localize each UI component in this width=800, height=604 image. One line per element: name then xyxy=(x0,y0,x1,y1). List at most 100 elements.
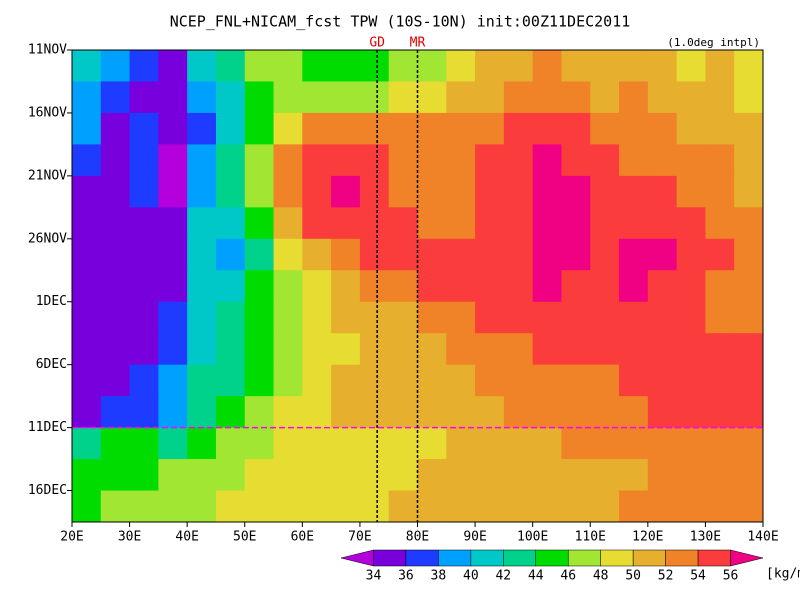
cell xyxy=(475,81,505,114)
cell xyxy=(532,207,562,240)
cell xyxy=(388,81,418,114)
colorbar-label: 46 xyxy=(560,569,576,584)
cell xyxy=(215,459,246,492)
y-tick-label: 11DEC xyxy=(28,420,67,435)
cell xyxy=(734,238,764,271)
cell xyxy=(359,112,390,145)
cell xyxy=(619,207,649,240)
cell xyxy=(158,175,188,208)
cell xyxy=(532,50,562,82)
cell xyxy=(331,427,361,460)
cell xyxy=(590,175,620,208)
cell xyxy=(532,270,562,303)
cell xyxy=(359,270,390,303)
cell xyxy=(475,207,505,240)
colorbar-label: 44 xyxy=(528,569,544,584)
cell xyxy=(244,427,275,460)
cell xyxy=(734,175,764,208)
cell xyxy=(215,144,246,177)
chart-title: NCEP_FNL+NICAM_fcst TPW (10S-10N) init:0… xyxy=(170,13,631,31)
cell xyxy=(158,459,188,492)
cell xyxy=(532,333,562,366)
cell xyxy=(129,459,159,492)
cell xyxy=(417,490,447,523)
cell xyxy=(129,301,159,334)
cell xyxy=(388,427,418,460)
cell xyxy=(72,81,102,114)
colorbar-segment xyxy=(405,549,439,567)
colorbar-segment xyxy=(600,549,634,567)
cell xyxy=(503,50,534,82)
cell xyxy=(561,112,591,145)
cell xyxy=(619,144,649,177)
cell xyxy=(72,238,102,271)
cell xyxy=(359,490,390,523)
cell xyxy=(72,490,102,523)
colorbar-label: 34 xyxy=(366,569,382,584)
cell xyxy=(273,144,303,177)
cell xyxy=(503,112,534,145)
colorbar-segment xyxy=(632,549,666,567)
y-tick-label: 11NOV xyxy=(28,43,67,58)
cell xyxy=(158,333,188,366)
x-tick-label: 90E xyxy=(463,530,486,545)
colorbar-segment xyxy=(535,549,569,567)
cell xyxy=(100,490,131,523)
cell xyxy=(647,175,678,208)
cell xyxy=(734,207,764,240)
cell xyxy=(388,207,418,240)
cell xyxy=(187,238,217,271)
cell xyxy=(72,144,102,177)
cell xyxy=(388,144,418,177)
cell xyxy=(532,459,562,492)
cell xyxy=(475,301,505,334)
cell xyxy=(158,81,188,114)
cell xyxy=(72,427,102,460)
cell xyxy=(619,490,649,523)
cell xyxy=(100,270,131,303)
cell xyxy=(187,81,217,114)
cell xyxy=(331,50,361,82)
x-tick-label: 50E xyxy=(233,530,256,545)
cell xyxy=(619,270,649,303)
cell xyxy=(100,427,131,460)
cell xyxy=(446,144,476,177)
cell xyxy=(187,396,217,429)
cell xyxy=(158,144,188,177)
cell xyxy=(446,396,476,429)
cell xyxy=(676,144,706,177)
cell xyxy=(503,175,534,208)
colorbar-segment xyxy=(567,549,601,567)
cell xyxy=(475,459,505,492)
cell xyxy=(619,175,649,208)
cell xyxy=(187,364,217,397)
cell xyxy=(590,81,620,114)
cell xyxy=(475,270,505,303)
y-tick-label: 16NOV xyxy=(28,105,67,120)
cell xyxy=(331,144,361,177)
cell xyxy=(187,50,217,82)
cell xyxy=(388,301,418,334)
cell xyxy=(244,81,275,114)
cell xyxy=(359,333,390,366)
cell xyxy=(273,364,303,397)
cell xyxy=(100,81,131,114)
cell xyxy=(561,270,591,303)
cell xyxy=(187,333,217,366)
cell xyxy=(561,238,591,271)
cell xyxy=(359,50,390,82)
cell xyxy=(100,396,131,429)
cell xyxy=(446,81,476,114)
cell xyxy=(503,207,534,240)
cell xyxy=(331,396,361,429)
cell xyxy=(417,112,447,145)
colorbar-label: 42 xyxy=(495,569,511,584)
cell xyxy=(619,333,649,366)
cell xyxy=(676,301,706,334)
cell xyxy=(446,427,476,460)
cell xyxy=(417,396,447,429)
cell xyxy=(619,427,649,460)
cell xyxy=(244,112,275,145)
cell xyxy=(705,301,735,334)
cell xyxy=(734,270,764,303)
